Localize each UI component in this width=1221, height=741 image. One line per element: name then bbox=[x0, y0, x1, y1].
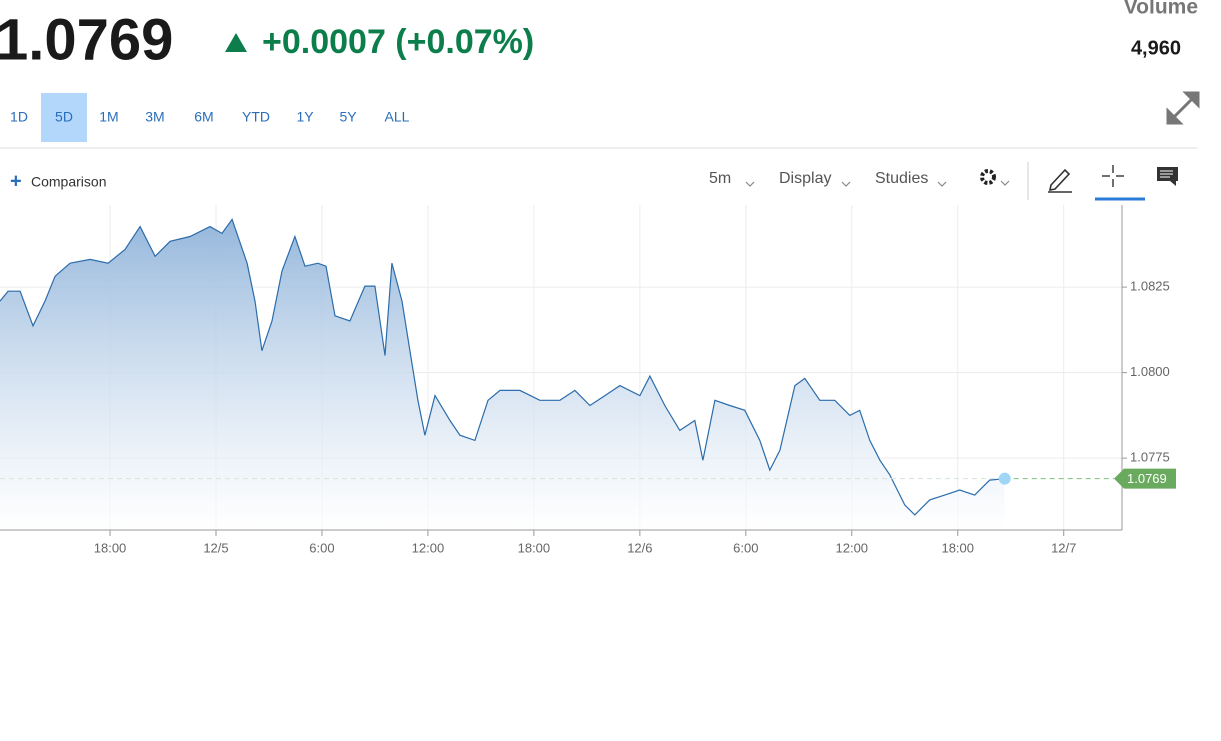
studies-button[interactable]: Studies bbox=[875, 170, 928, 187]
x-tick-label: 12/7 bbox=[1051, 540, 1076, 555]
x-tick-label: 18:00 bbox=[518, 540, 551, 555]
price: 1.0769 bbox=[0, 7, 173, 72]
draw-icon[interactable] bbox=[1048, 168, 1072, 193]
x-tick-label: 12/5 bbox=[203, 540, 228, 555]
y-tick-label: 1.0775 bbox=[1130, 450, 1170, 465]
range-tab[interactable]: YTD bbox=[242, 109, 270, 125]
x-tick-label: 6:00 bbox=[733, 540, 758, 555]
price-line bbox=[0, 218, 1005, 516]
last-point bbox=[998, 472, 1011, 485]
display-button[interactable]: Display bbox=[779, 170, 831, 187]
range-tab[interactable]: 1M bbox=[99, 109, 118, 125]
comment-icon[interactable] bbox=[1157, 167, 1178, 186]
range-tabs: 1D 5D 1M 3M 6M YTD 1Y 5Y ALL bbox=[10, 93, 410, 142]
expand-icon[interactable] bbox=[1166, 91, 1200, 125]
y-tick-label: 1.0800 bbox=[1130, 364, 1170, 379]
x-tick-label: 6:00 bbox=[309, 540, 334, 555]
range-tab[interactable]: 6M bbox=[194, 109, 213, 125]
dropdown-chevrons bbox=[745, 180, 1010, 187]
range-tab[interactable]: 1D bbox=[10, 109, 28, 125]
volume-value: 4,960 bbox=[1131, 37, 1181, 59]
volume-label: Volume bbox=[1124, 0, 1198, 19]
x-tick-label: 12/6 bbox=[627, 540, 652, 555]
x-tick-label: 18:00 bbox=[94, 540, 127, 555]
y-tick-label: 1.0825 bbox=[1130, 279, 1170, 294]
x-tick-label: 12:00 bbox=[412, 540, 445, 555]
range-tab[interactable]: ALL bbox=[385, 109, 410, 125]
range-tab[interactable]: 3M bbox=[145, 109, 164, 125]
plus-icon[interactable]: + bbox=[10, 170, 22, 192]
crosshair-icon[interactable] bbox=[1102, 165, 1124, 187]
range-tab[interactable]: 5Y bbox=[339, 109, 357, 125]
range-tab[interactable]: 1Y bbox=[296, 109, 314, 125]
interval-button[interactable]: 5m bbox=[709, 170, 731, 187]
x-tick-label: 18:00 bbox=[941, 540, 974, 555]
last-price-tag bbox=[1114, 468, 1176, 489]
price-change: +0.0007 (+0.07%) bbox=[262, 23, 534, 61]
x-tick-label: 12:00 bbox=[836, 540, 869, 555]
last-price-label: 1.0769 bbox=[1127, 471, 1167, 486]
selected-tab-bg bbox=[41, 93, 87, 142]
settings-icon[interactable] bbox=[980, 169, 996, 185]
area bbox=[0, 219, 1005, 530]
up-arrow bbox=[225, 33, 247, 52]
range-tab[interactable]: 5D bbox=[55, 109, 73, 125]
chart: 18:00 12/5 6:00 12:00 18:00 12/6 6:00 12:00 18:0… bbox=[0, 205, 1176, 555]
comparison-button[interactable]: Comparison bbox=[31, 174, 106, 190]
